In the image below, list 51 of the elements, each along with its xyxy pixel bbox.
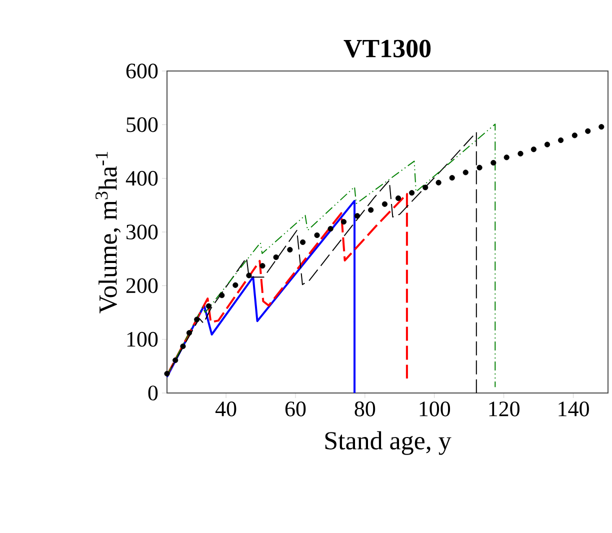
x-tick-label: 80: [354, 402, 376, 416]
point: [409, 190, 415, 196]
point: [186, 330, 192, 336]
point: [300, 239, 306, 245]
point: [354, 213, 360, 219]
point: [382, 201, 388, 207]
y-tick-label: 300: [126, 224, 158, 240]
point: [462, 170, 468, 176]
y-tick-label: 500: [126, 117, 158, 132]
y-tick-label: 600: [126, 64, 158, 78]
y-tick-label: 200: [126, 278, 158, 294]
y-tick-label: 100: [127, 332, 158, 347]
point: [504, 154, 510, 160]
point: [368, 207, 374, 213]
point: [530, 146, 536, 152]
y-tick-label: 0: [148, 386, 158, 400]
point: [476, 164, 482, 170]
y-tick-label: 400: [126, 170, 158, 186]
x-tick-label: 40: [215, 402, 236, 416]
point: [449, 174, 455, 181]
point: [585, 128, 591, 134]
x-tick-label: 120: [489, 402, 520, 416]
x-axis-title: Stand age, y: [325, 431, 452, 455]
point: [436, 180, 442, 186]
point: [164, 370, 170, 376]
point: [395, 195, 402, 201]
point: [287, 246, 293, 253]
x-tick-label: 60: [285, 402, 306, 416]
point: [544, 142, 550, 148]
point: [232, 282, 238, 288]
point: [206, 303, 212, 309]
y-axis-title: Volume, m$^{3}$ha$^{-1}$: [96, 152, 121, 314]
point: [180, 344, 186, 350]
point: [246, 272, 252, 278]
point: [340, 219, 347, 225]
point: [572, 132, 578, 138]
point: [328, 226, 334, 232]
point: [490, 160, 496, 166]
point: [260, 263, 266, 269]
point: [314, 232, 320, 238]
point: [518, 150, 524, 156]
x-tick-label: 140: [558, 402, 589, 416]
x-tick-label: 100: [420, 402, 450, 416]
point: [172, 357, 178, 364]
point: [598, 124, 604, 130]
point: [219, 292, 225, 298]
point: [558, 137, 564, 144]
point: [422, 184, 428, 190]
chart-title: VT1300: [344, 40, 431, 58]
point: [194, 316, 200, 322]
point: [273, 254, 279, 260]
